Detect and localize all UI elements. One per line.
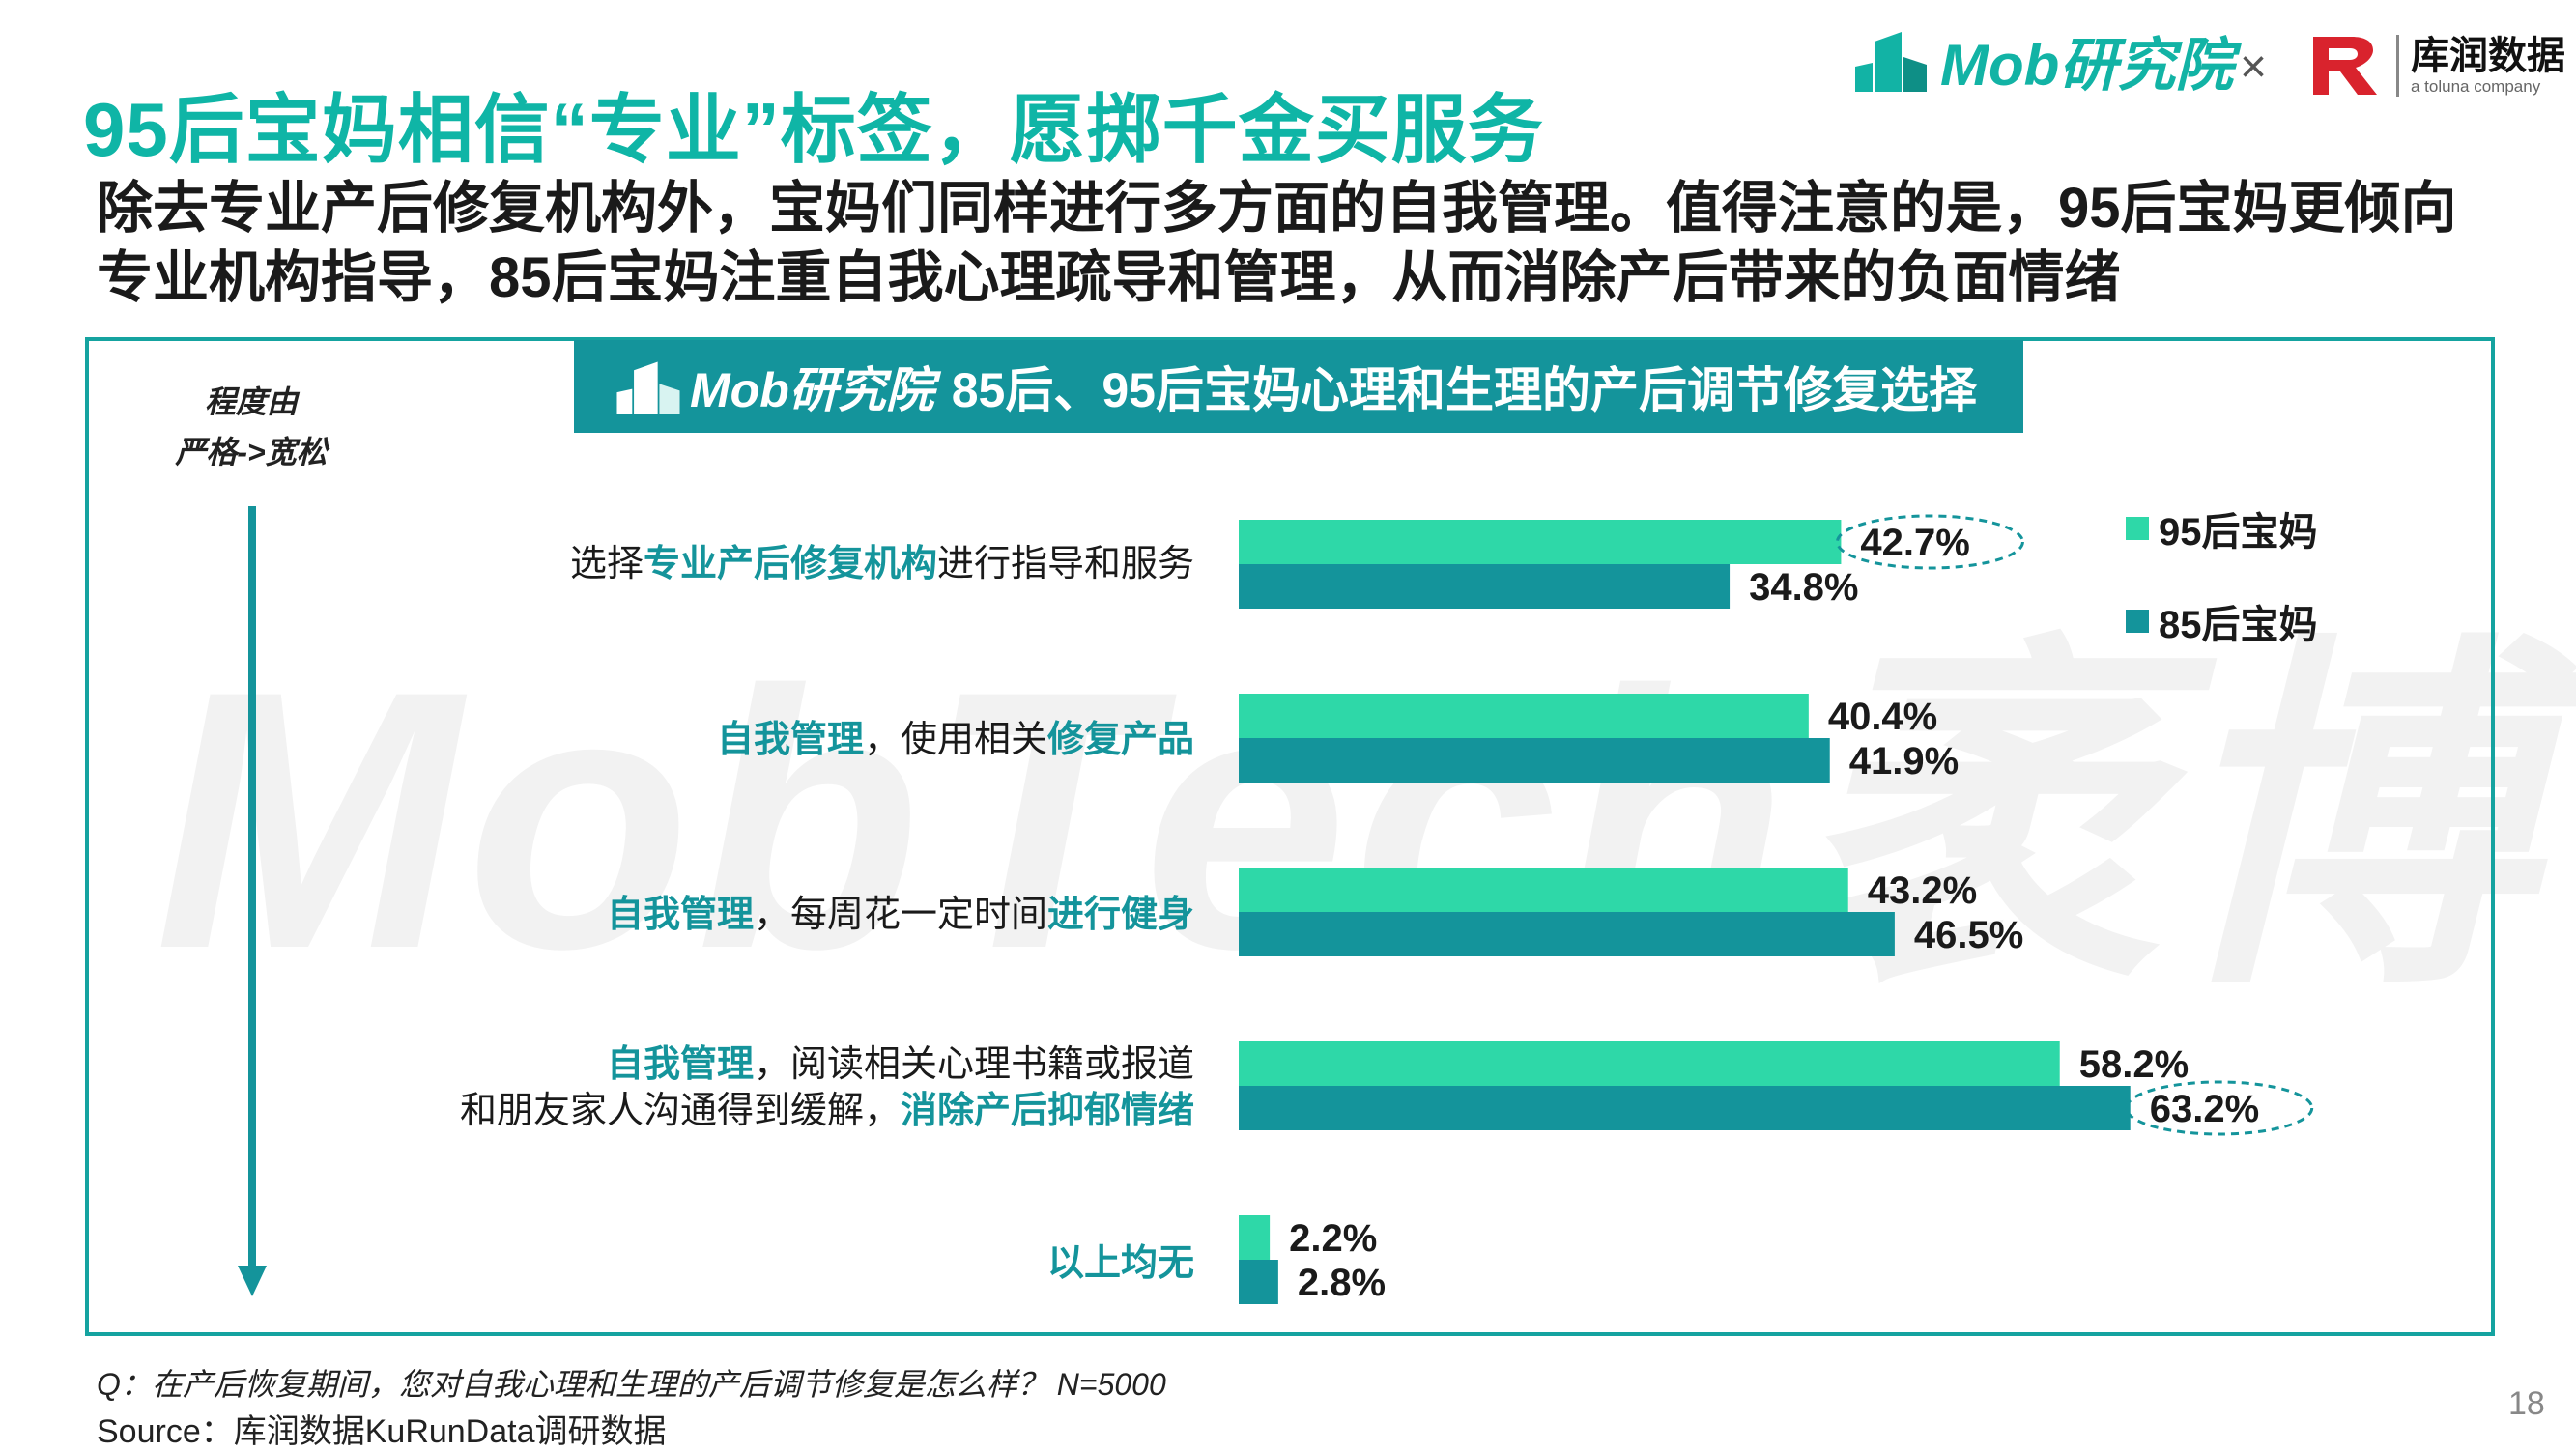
category-highlight: 自我管理: [606, 1044, 754, 1085]
data-label-85-1: 41.9%: [1849, 740, 1959, 783]
bar-95-1: [1239, 694, 1809, 738]
category-text: ，阅读相关心理书籍或报道: [753, 1044, 1194, 1085]
bar-85-2: [1239, 912, 1895, 956]
bar-95-3: [1239, 1041, 2060, 1086]
kurun-logo-tag: a toluna company: [2411, 77, 2541, 96]
axis-label-line2: 严格->宽松: [175, 435, 328, 470]
chart-frame: [85, 337, 2495, 1336]
category-label-4: 以上均无: [1047, 1240, 1194, 1287]
mob-building-icon: [1855, 32, 1927, 92]
category-label-1: 自我管理，使用相关修复产品: [717, 717, 1194, 763]
category-highlight: 修复产品: [1046, 720, 1194, 760]
page-subtitle: 除去专业产后修复机构外，宝妈们同样进行多方面的自我管理。值得注意的是，95后宝妈…: [97, 177, 2457, 309]
legend-swatch-95: [2126, 517, 2149, 540]
data-label-85-3: 63.2%: [2150, 1088, 2259, 1130]
page-title: 95后宝妈相信“专业”标签，愿掷千金买服务: [83, 87, 1544, 172]
category-highlight: 以上均无: [1046, 1243, 1194, 1284]
bar-85-3: [1239, 1086, 2131, 1130]
category-text: 进行指导和服务: [936, 544, 1194, 584]
legend-label-95: 95后宝妈: [2159, 511, 2318, 554]
bar-85-4: [1239, 1260, 1278, 1304]
category-text: 选择: [569, 544, 644, 584]
axis-label-line1: 程度由: [204, 384, 298, 419]
category-label-2: 自我管理，每周花一定时间进行健身: [607, 892, 1194, 938]
category-label-3: 自我管理，阅读相关心理书籍或报道 和朋友家人沟通得到缓解，消除产后抑郁情绪: [460, 1041, 1194, 1134]
kurun-logo-name: 库润数据: [2411, 35, 2565, 77]
data-label-95-0: 42.7%: [1860, 522, 1969, 564]
category-text: 和朋友家人沟通得到缓解，: [459, 1091, 901, 1131]
strictness-arrow: [238, 506, 267, 1296]
data-label-95-1: 40.4%: [1828, 696, 1937, 738]
highlight-ellipse: [1835, 514, 2024, 570]
bar-85-0: [1239, 564, 1731, 609]
strictness-axis-label: 程度由 严格->宽松: [155, 377, 348, 477]
data-label-95-2: 43.2%: [1868, 869, 1977, 912]
legend-item-95: 95后宝妈: [2126, 500, 2318, 556]
data-label-95-3: 58.2%: [2079, 1043, 2189, 1086]
legend-item-85: 85后宝妈: [2126, 593, 2318, 649]
category-label-0: 选择专业产后修复机构进行指导和服务: [570, 541, 1194, 587]
legend-label-85: 85后宝妈: [2159, 604, 2318, 646]
data-label-85-4: 2.8%: [1298, 1262, 1386, 1304]
bar-95-0: [1239, 520, 1842, 564]
kurun-r-icon: [2313, 37, 2377, 95]
logo-separator: ×: [2240, 42, 2268, 93]
footer-source: Source：库润数据KuRunData调研数据: [97, 1413, 667, 1450]
category-highlight: 自我管理: [606, 895, 754, 935]
data-label-85-0: 34.8%: [1749, 566, 1858, 609]
bar-85-1: [1239, 738, 1830, 783]
category-highlight: 自我管理: [716, 720, 864, 760]
category-highlight: 进行健身: [1046, 895, 1194, 935]
category-highlight: 专业产后修复机构: [643, 544, 937, 584]
chart-title-banner: Mob研究院 85后、95后宝妈心理和生理的产后调节修复选择: [574, 340, 2023, 433]
mob-building-icon: [616, 361, 680, 414]
bar-95-2: [1239, 868, 1848, 912]
footer-question: Q：在产后恢复期间，您对自我心理和生理的产后调节修复是怎么样？ N=5000: [97, 1367, 1166, 1402]
bar-95-4: [1239, 1215, 1271, 1260]
banner-logo-text: Mob研究院: [690, 363, 934, 417]
mob-logo-text: Mob研究院: [1940, 32, 2234, 98]
category-text: ，每周花一定时间: [753, 895, 1047, 935]
page-number: 18: [2508, 1385, 2545, 1422]
category-text: ，使用相关: [863, 720, 1047, 760]
data-label-85-2: 46.5%: [1914, 914, 2023, 956]
mob-logo: Mob研究院: [1855, 21, 2233, 99]
data-label-95-4: 2.2%: [1289, 1217, 1377, 1260]
highlight-ellipse: [2125, 1080, 2314, 1136]
kurun-logo: 库润数据 a toluna company: [2307, 33, 2565, 99]
chart-title: 85后、95后宝妈心理和生理的产后调节修复选择: [951, 363, 1977, 417]
watermark: MobTech袤博: [155, 614, 2539, 1025]
category-highlight: 消除产后抑郁情绪: [900, 1091, 1194, 1131]
legend-swatch-85: [2126, 610, 2149, 633]
